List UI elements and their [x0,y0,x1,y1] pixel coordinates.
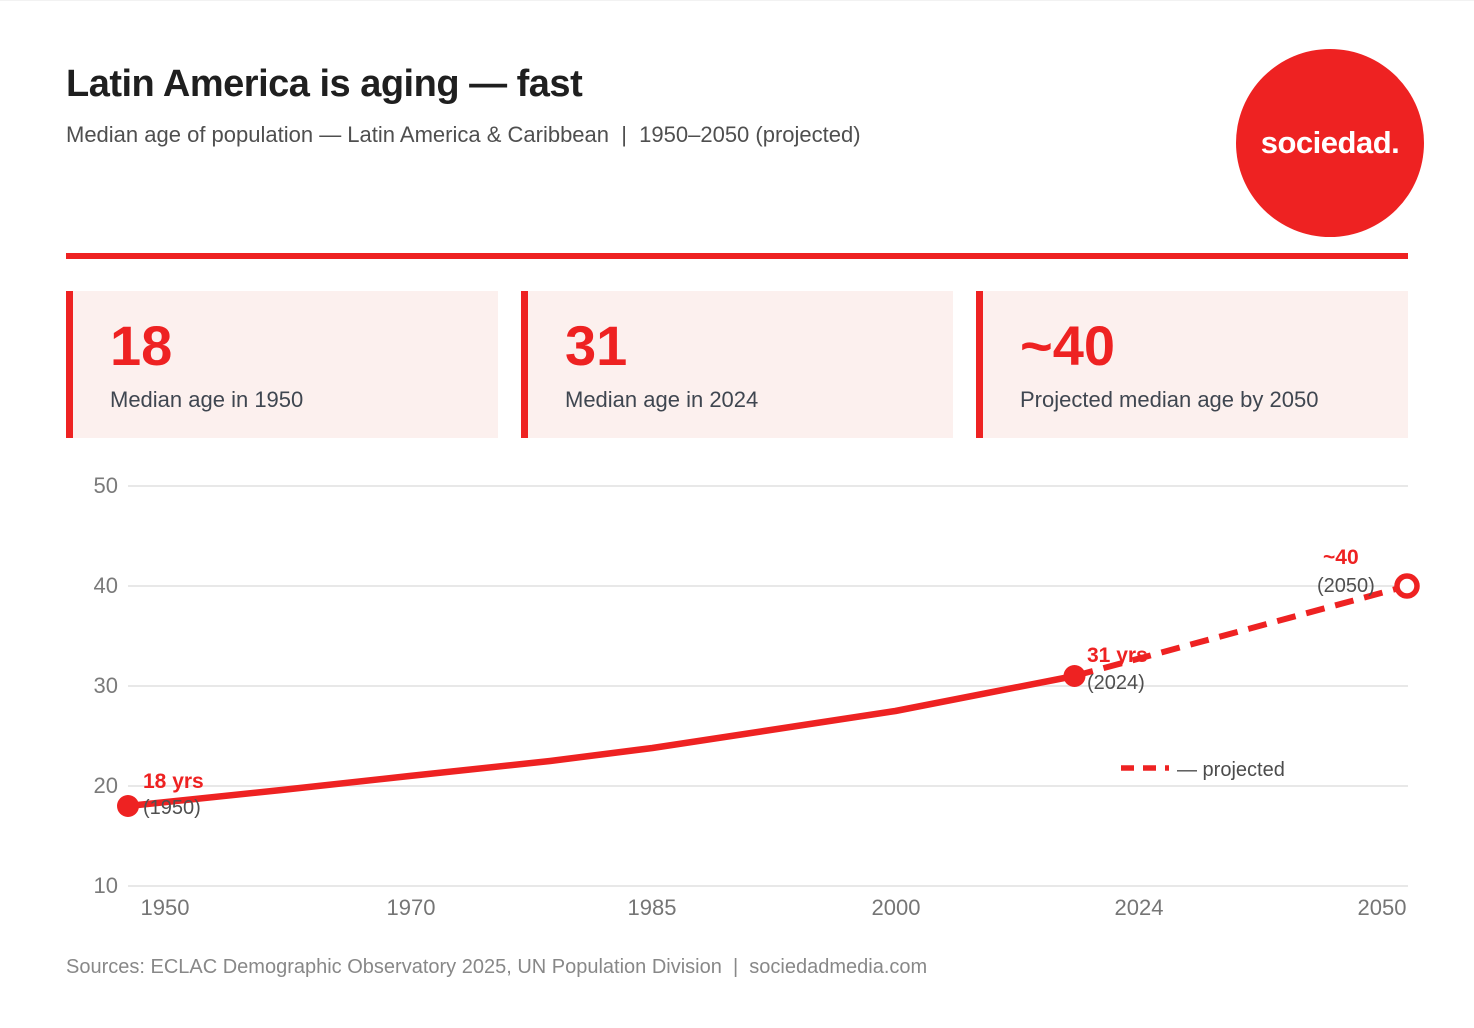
stat-card-2050: ~40 Projected median age by 2050 [976,291,1408,438]
footer-sources-text: Sources: ECLAC Demographic Observatory 2… [66,956,928,978]
stat-value: ~40 [1020,314,1115,377]
stat-cards-row: 18 Median age in 1950 31 Median age in 2… [66,291,1408,438]
point-marker-2050-open [1394,573,1420,599]
annotation-2024-value: 31 yrs [1087,644,1148,667]
stat-label: Median age in 1950 [110,387,304,412]
gridlines [128,485,1408,887]
point-marker-2024 [1063,665,1086,687]
x-axis-label: 1950 [140,895,190,920]
annotation-1950-year: (1950) [143,797,201,819]
page-title: Latin America is aging — fast [66,63,583,105]
page-subtitle: Median age of population — Latin America… [66,122,861,147]
header-divider [66,253,1408,259]
y-axis-label: 10 [93,873,118,898]
x-axis-label: 2024 [1114,895,1164,920]
annotation-1950-value: 18 yrs [143,770,204,793]
median-age-line-chart [117,485,1420,887]
brand-logo-text: sociedad. [1260,125,1400,160]
x-axis-label: 1970 [386,895,436,920]
stat-value: 18 [110,314,173,377]
y-axis-label: 20 [93,773,118,798]
x-axis-label: 2050 [1357,895,1407,920]
y-axis-label: 30 [93,673,118,698]
annotation-2050-value: ~40 [1323,546,1359,569]
point-marker-1950 [117,795,139,817]
y-axis-label: 40 [93,573,118,598]
stat-label: Median age in 2024 [565,387,759,412]
stat-label: Projected median age by 2050 [1020,387,1319,412]
projected-line [1073,583,1408,679]
stat-value: 31 [565,314,628,377]
x-axis-label: 2000 [871,895,921,920]
annotation-2050-year: (2050) [1317,575,1375,597]
stat-card-1950: 18 Median age in 1950 [66,291,498,438]
legend-label: — projected [1177,759,1285,781]
y-axis-label: 50 [93,473,118,498]
x-axis-label: 1985 [627,895,677,920]
historical-line [124,672,1078,810]
stat-card-2024: 31 Median age in 2024 [521,291,953,438]
brand-logo: sociedad. [1236,49,1424,237]
annotation-2024-year: (2024) [1087,672,1145,694]
